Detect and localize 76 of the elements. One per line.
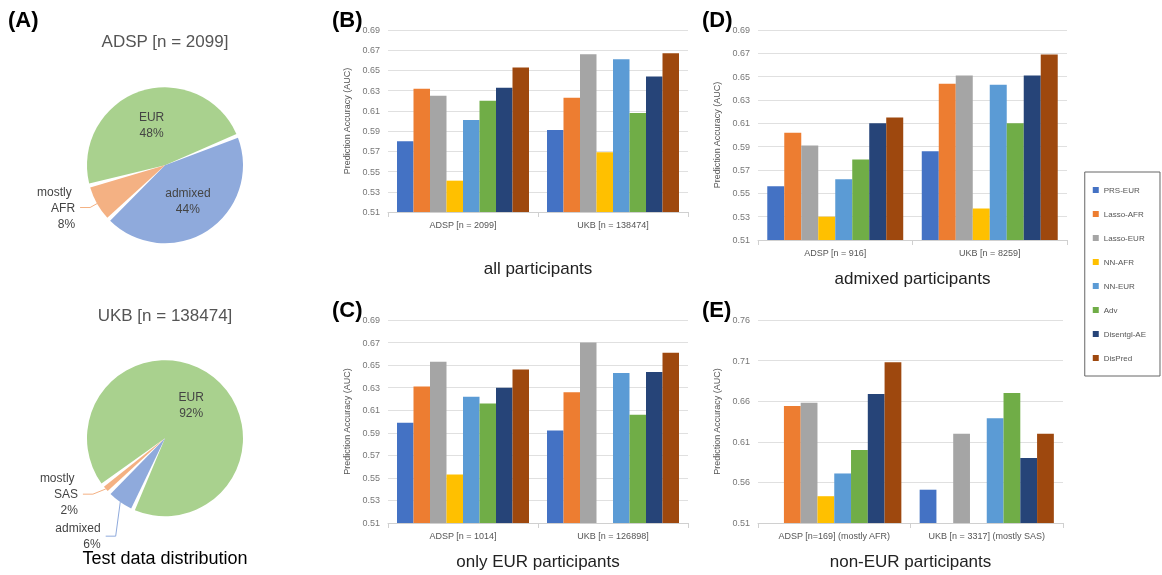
y-tick-label: 0.63 bbox=[362, 85, 380, 96]
data-label: 44% bbox=[175, 201, 201, 216]
x-axis-title: admixed participants bbox=[834, 269, 991, 288]
y-tick-label: 0.69 bbox=[362, 25, 380, 35]
x-tick-label: UKB [n = 3317] (mostly SAS) bbox=[928, 530, 1045, 541]
y-tick-label: 0.55 bbox=[732, 188, 750, 199]
y-tick-label: 0.61 bbox=[732, 118, 750, 129]
y-tick-label: 0.53 bbox=[362, 186, 380, 197]
data-label: 8% bbox=[57, 216, 76, 231]
text: (B) bbox=[332, 6, 363, 32]
y-tick-label: 0.69 bbox=[732, 25, 750, 35]
x-tick-label: ADSP [n = 916] bbox=[804, 247, 867, 258]
y-tick-label: 0.59 bbox=[362, 427, 380, 438]
legend-label: Lasso-EUR bbox=[1103, 233, 1145, 243]
slice-label: admixed bbox=[55, 521, 101, 536]
y-tick-label: 0.51 bbox=[362, 518, 380, 528]
text: (C) bbox=[332, 296, 363, 322]
y-tick-label: 0.57 bbox=[362, 450, 380, 461]
slice-label: mostly AFR bbox=[37, 184, 76, 215]
x-tick-label: ADSP [n = 1014] bbox=[429, 530, 497, 541]
legend-label: Lasso-AFR bbox=[1103, 209, 1144, 219]
y-tick-label: 0.65 bbox=[732, 71, 750, 82]
y-tick-label: 0.53 bbox=[362, 495, 380, 506]
y-tick-label: 0.67 bbox=[362, 337, 380, 348]
legend-label: Disentgl-AE bbox=[1103, 329, 1147, 339]
y-axis-title: Prediction Accuracy (AUC) bbox=[342, 368, 353, 475]
legend-label: NN-EUR bbox=[1103, 281, 1136, 291]
y-tick-label: 0.57 bbox=[362, 146, 380, 157]
x-tick-label: UKB [n = 8259] bbox=[959, 247, 1021, 258]
y-tick-label: 0.51 bbox=[732, 518, 750, 528]
y-tick-label: 0.71 bbox=[732, 355, 750, 366]
y-tick-label: 0.57 bbox=[732, 165, 750, 175]
slice-label: admixed bbox=[165, 185, 211, 200]
y-tick-label: 0.65 bbox=[362, 360, 380, 371]
slice-label: EUR bbox=[138, 110, 165, 125]
x-axis-title: non-EUR participants bbox=[829, 552, 992, 571]
legend-label: NN-AFR bbox=[1103, 257, 1135, 267]
y-axis-title: Prediction Accuracy (AUC) bbox=[712, 368, 723, 475]
y-tick-label: 0.61 bbox=[362, 105, 380, 116]
y-tick-label: 0.63 bbox=[362, 382, 380, 393]
y-tick-label: 0.56 bbox=[732, 477, 750, 488]
legend-label: PRS-EUR bbox=[1103, 185, 1140, 195]
text: (E) bbox=[702, 296, 732, 322]
x-axis-title: only EUR participants bbox=[456, 552, 620, 571]
y-tick-label: 0.55 bbox=[362, 472, 380, 483]
y-tick-label: 0.67 bbox=[732, 48, 750, 59]
y-tick-label: 0.67 bbox=[362, 45, 380, 56]
x-tick-label: ADSP [n=169] (mostly AFR) bbox=[778, 530, 891, 541]
y-tick-label: 0.69 bbox=[362, 315, 380, 325]
chart-title: ADSP [n = 2099] bbox=[101, 32, 229, 51]
x-axis-title: all participants bbox=[483, 259, 593, 278]
legend-label: Adv bbox=[1103, 305, 1118, 315]
data-label: 92% bbox=[179, 406, 204, 421]
legend-label: DisPred bbox=[1103, 353, 1133, 363]
y-tick-label: 0.66 bbox=[732, 396, 750, 407]
y-axis-title: Prediction Accuracy (AUC) bbox=[342, 67, 353, 175]
y-axis-title: Prediction Accuracy (AUC) bbox=[712, 81, 723, 189]
y-tick-label: 0.59 bbox=[732, 141, 750, 152]
data-label: 2% bbox=[60, 503, 79, 518]
data-label: 48% bbox=[139, 126, 164, 141]
y-tick-label: 0.61 bbox=[362, 405, 380, 416]
y-tick-label: 0.55 bbox=[362, 166, 380, 177]
y-tick-label: 0.63 bbox=[732, 95, 750, 105]
text: (D) bbox=[702, 6, 733, 32]
slice-label: EUR bbox=[178, 390, 205, 405]
chart-title: UKB [n = 138474] bbox=[97, 306, 233, 325]
slice-label: mostly SAS bbox=[39, 471, 78, 502]
y-tick-label: 0.53 bbox=[732, 211, 750, 222]
y-tick-label: 0.51 bbox=[732, 235, 750, 245]
y-tick-label: 0.61 bbox=[732, 436, 750, 447]
text: (A) bbox=[8, 6, 39, 32]
y-tick-label: 0.65 bbox=[362, 65, 380, 76]
y-tick-label: 0.59 bbox=[362, 126, 380, 137]
y-tick-label: 0.76 bbox=[732, 315, 750, 325]
y-tick-label: 0.51 bbox=[362, 207, 380, 217]
x-tick-label: UKB [n = 126898] bbox=[577, 530, 649, 541]
